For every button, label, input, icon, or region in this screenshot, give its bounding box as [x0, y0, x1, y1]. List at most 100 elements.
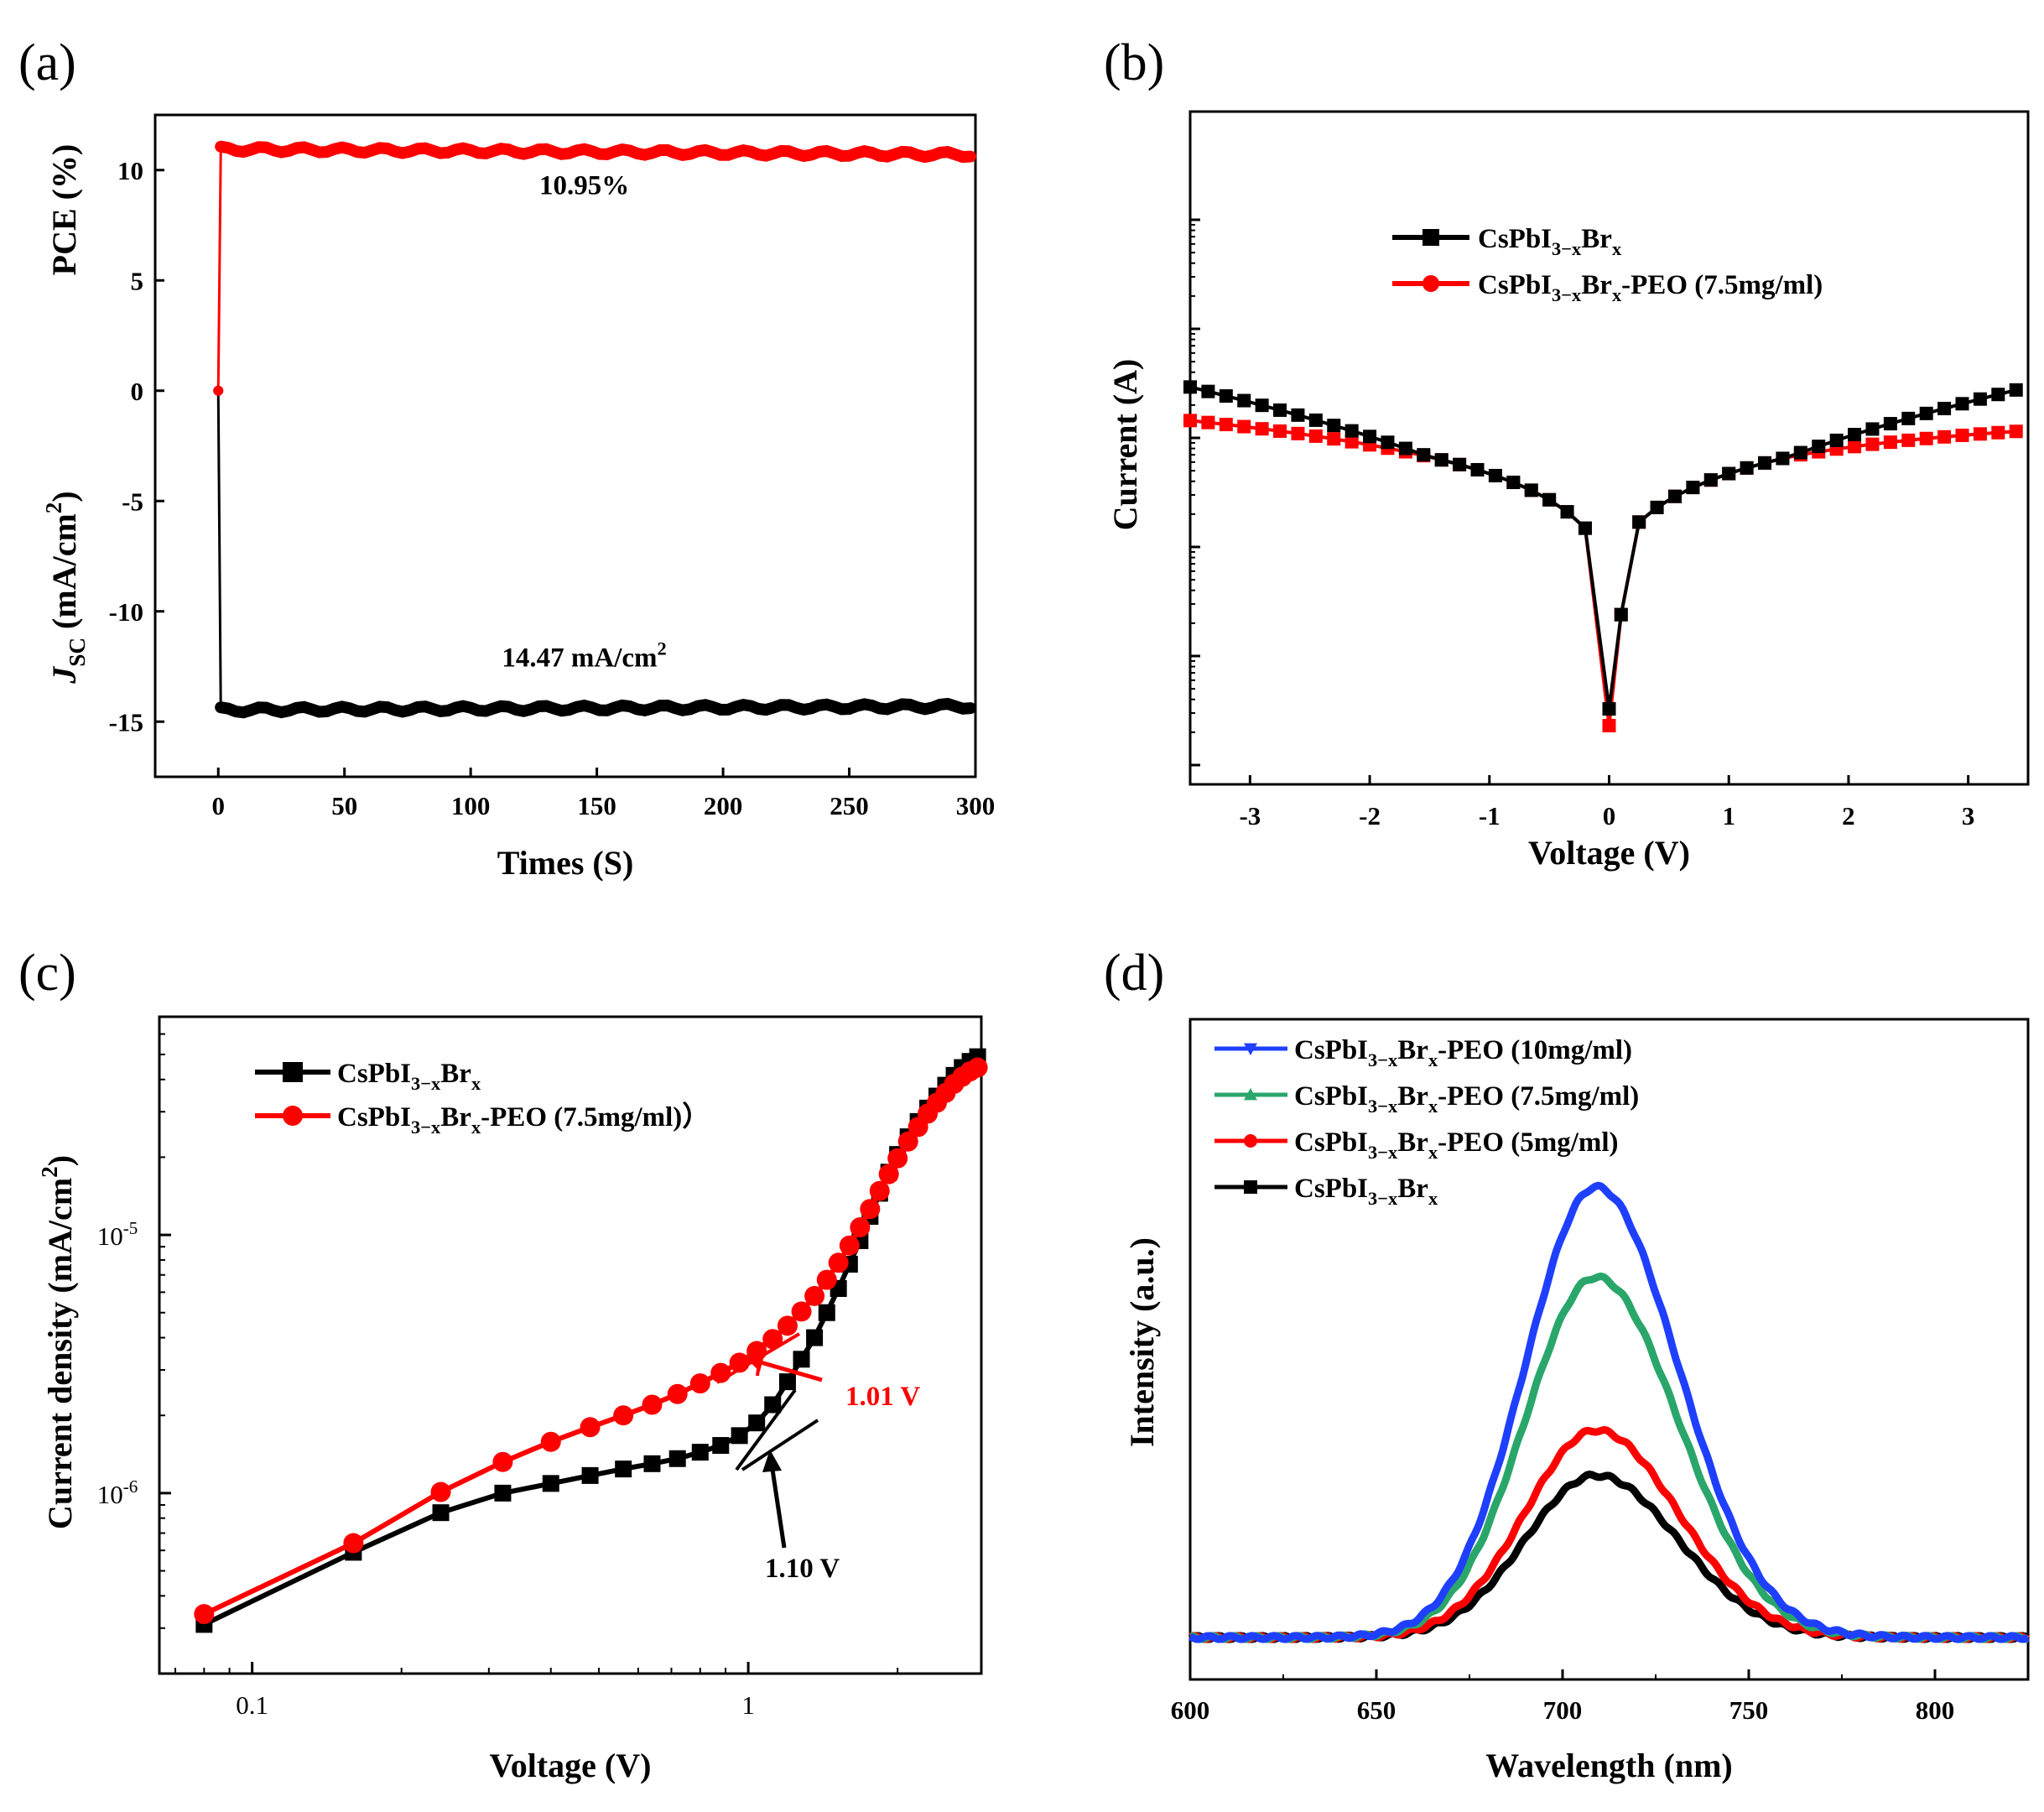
data-point [667, 1383, 688, 1404]
x-tick-label-part: -2 [1359, 801, 1381, 830]
legend-label-part: CsPbI [1478, 270, 1552, 300]
data-point [1273, 403, 1287, 417]
legend-label: CsPbI3−xBrx-PEO (7.5mg/ml) [1294, 1081, 1639, 1117]
annotation-black-part: 1.10 V [765, 1554, 840, 1584]
x-axis-label: Times (S) [497, 844, 634, 882]
legend-label-part: 3−x [411, 1073, 441, 1094]
y-axis-label-pce: PCE (%) [45, 144, 83, 276]
data-point [778, 1373, 796, 1391]
x-tick-label-part: 150 [577, 791, 616, 820]
x-tick-label: 1 [1722, 801, 1735, 830]
legend-label-part: Br [440, 1102, 471, 1132]
legend-label-part: Br [1397, 1081, 1428, 1112]
y-axis-label-jsc-part: ) [45, 491, 83, 502]
x-tick-label-part: 50 [331, 791, 357, 820]
x-tick-label-part: 0 [211, 791, 225, 820]
x-tick-label-part: 2 [1842, 801, 1855, 830]
data-point [1183, 414, 1197, 428]
data-point [1327, 432, 1341, 446]
data-point [1758, 456, 1772, 470]
series-3 [1188, 1471, 2030, 1643]
data-point [887, 1148, 908, 1169]
y-axis-label-jsc-part: 2 [41, 502, 66, 514]
x-tick-label: 650 [1357, 1695, 1396, 1725]
data-point [1453, 457, 1467, 471]
data-point [668, 1450, 686, 1467]
legend-label-part: x [1428, 1188, 1438, 1209]
data-point [1776, 451, 1790, 466]
x-tick-label: 0 [211, 791, 225, 820]
series-0 [1183, 380, 2023, 716]
data-point [897, 1131, 918, 1152]
y-axis-label: Intensity (a.u.) [1123, 1237, 1161, 1447]
data-point [1308, 429, 1323, 443]
x-tick-label: 1 [741, 1690, 755, 1720]
data-point [1883, 435, 1897, 450]
data-point [1632, 515, 1646, 529]
legend-label-part: CsPbI [1294, 1081, 1368, 1112]
data-point [878, 1164, 899, 1185]
data-point [1901, 433, 1916, 447]
legend-label-part: CsPbI [337, 1102, 411, 1132]
data-point [1955, 428, 1969, 442]
x-tick-label-part: 200 [704, 791, 743, 820]
data-point [804, 1285, 825, 1306]
y-tick-label-part: -5 [123, 1218, 138, 1238]
x-tick-label: 250 [830, 791, 869, 820]
series-jump [216, 390, 222, 711]
y-tick-label-part: -15 [109, 707, 143, 737]
data-point [1183, 380, 1197, 394]
x-tick-label-part: 3 [1962, 801, 1975, 830]
x-tick-label-part: 0.1 [236, 1690, 268, 1720]
data-point [818, 1304, 835, 1321]
data-point [1686, 481, 1700, 495]
x-tick-label-part: -3 [1239, 801, 1261, 830]
arrow-red-shaft [754, 1358, 823, 1382]
legend-label: CsPbI3−xBrx [1294, 1174, 1438, 1209]
data-point [806, 1329, 824, 1346]
data-point [1273, 424, 1287, 438]
x-tick-label: 100 [451, 791, 491, 820]
data-point [1344, 424, 1359, 438]
legend-label-part: Br [440, 1059, 471, 1089]
data-point [1237, 419, 1251, 434]
data-point [1344, 435, 1359, 449]
axes-frame [158, 1015, 983, 1675]
x-tick-label: -1 [1479, 801, 1500, 830]
data-point [613, 1405, 634, 1426]
x-tick-label: 600 [1171, 1695, 1210, 1725]
legend-marker [1244, 1088, 1257, 1101]
data-point [432, 1504, 450, 1522]
series-trace [215, 697, 976, 719]
panel-label-c-part: (c) [18, 945, 76, 1002]
data-point [643, 1455, 661, 1472]
legend-label-part: -PEO (7.5mg/ml)） [481, 1101, 710, 1132]
data-point [343, 1533, 364, 1554]
y-axis-label-part: Intensity (a.u.) [1123, 1237, 1161, 1447]
legend-marker [1244, 1180, 1257, 1194]
series-line [1188, 1426, 2030, 1643]
legend-label-part: CsPbI [1294, 1174, 1368, 1204]
legend-label-part: CsPbI [1294, 1035, 1368, 1065]
data-point [1614, 607, 1628, 622]
legend-label: CsPbI3−xBrx [1478, 224, 1622, 259]
axes-frame [1188, 110, 2030, 786]
data-point [1973, 392, 1987, 406]
data-point [494, 1484, 512, 1502]
data-point [828, 1252, 849, 1273]
legend-label: CsPbI3−xBrx [337, 1059, 481, 1094]
data-point [1793, 445, 1807, 460]
tangent-black [741, 1419, 819, 1471]
data-point [860, 1199, 881, 1220]
data-point [1991, 425, 2005, 440]
series-line [1188, 1471, 2030, 1643]
series-line [202, 1054, 980, 1627]
x-tick-label: 700 [1543, 1695, 1583, 1725]
legend-marker [283, 1062, 303, 1082]
legend-label-part: Br [1581, 270, 1612, 300]
data-point [1201, 415, 1215, 430]
data-point [1434, 453, 1448, 467]
series-line [203, 1065, 979, 1617]
series-trace [215, 140, 976, 164]
